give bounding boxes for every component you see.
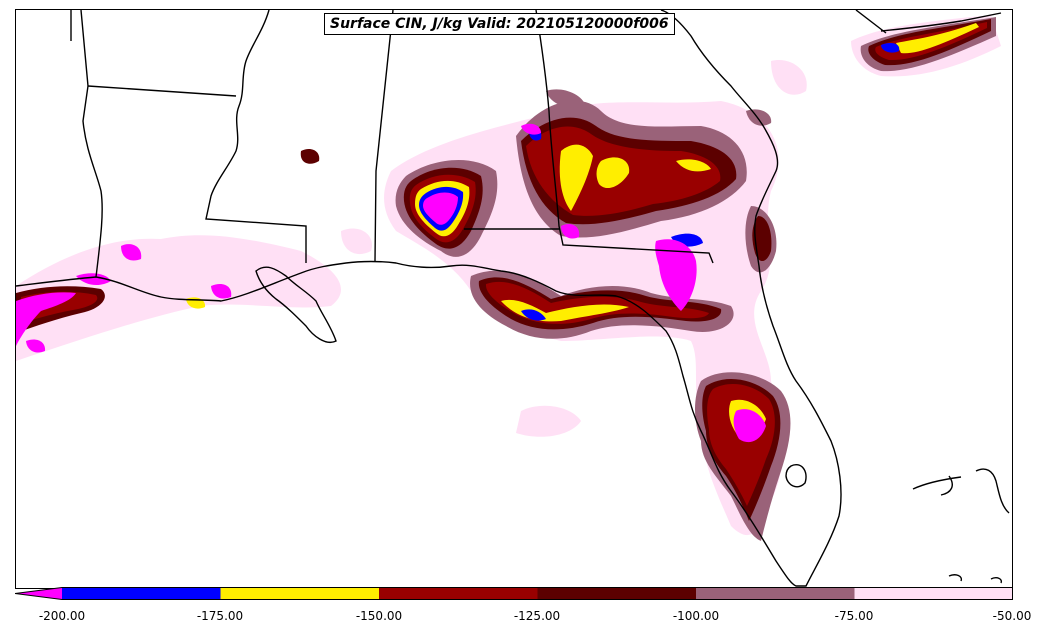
- cin-map: [16, 10, 1010, 587]
- colorbar-tick-label: -150.00: [355, 609, 403, 623]
- colorbar-bin-darkred: [379, 587, 538, 600]
- colorbar-tick-label: -75.00: [834, 609, 874, 623]
- colorbar-bin-pink: [854, 587, 1013, 600]
- colorbar-tick-label: -125.00: [513, 609, 561, 623]
- colorbar-tick-label: -100.00: [672, 609, 720, 623]
- colorbar-bin-blue: [62, 587, 221, 600]
- colorbar-tick-label: -175.00: [196, 609, 244, 623]
- map-panel: [15, 9, 1013, 589]
- colorbar-bin-yellow: [220, 587, 379, 600]
- map-title: Surface CIN, J/kg Valid: 202105120000f00…: [324, 13, 675, 35]
- colorbar: [15, 587, 1013, 600]
- boundary-lines: [16, 10, 1010, 587]
- colorbar-bin-maroon: [537, 587, 696, 600]
- colorbar-outline: [15, 587, 1013, 600]
- cin-band-magenta: [16, 123, 766, 443]
- colorbar-tick-label: -200.00: [38, 609, 86, 623]
- colorbar-under-triangle: [15, 587, 62, 600]
- colorbar-bin-mauve: [696, 587, 855, 600]
- colorbar-tick-label: -50.00: [992, 609, 1032, 623]
